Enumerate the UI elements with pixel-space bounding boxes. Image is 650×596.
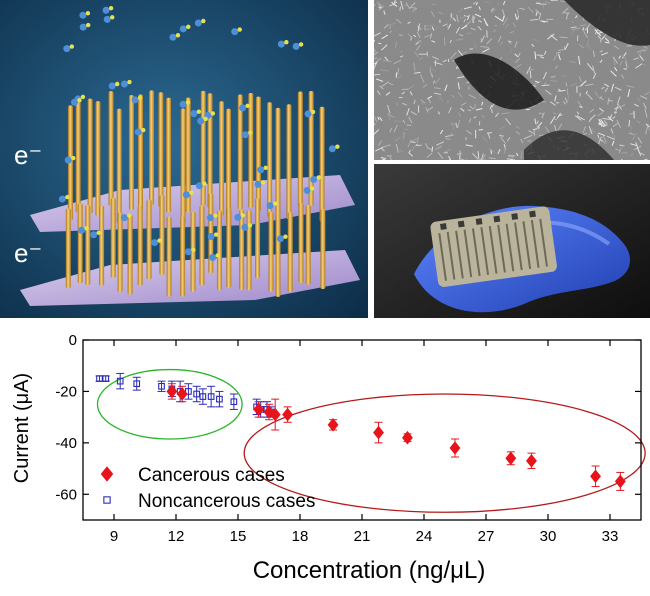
cancerous-point [283, 407, 293, 422]
cancerous-point [328, 419, 338, 431]
nanowire [117, 109, 122, 224]
nanowire [226, 109, 231, 224]
nanowire [85, 205, 90, 285]
nanowire [276, 217, 281, 297]
cancerous-point [527, 453, 537, 468]
nanowire-illustration: e⁻ e⁻ [0, 0, 368, 318]
noncancerous-point [215, 391, 223, 406]
nanowire [95, 101, 100, 216]
nanowire [299, 203, 304, 283]
sem-micrograph [374, 0, 650, 160]
nanowire [219, 101, 224, 216]
noncancerous-point [230, 394, 238, 409]
nanowire [88, 99, 93, 214]
nanowire [267, 102, 272, 217]
cancerous-point [591, 466, 601, 487]
current-vs-concentration-chart: 9 12 15 18 21 24 27 30 33 0 -20 -40 -60 Cancerous ca… [0, 320, 650, 591]
x-tick-label: 21 [354, 528, 371, 545]
x-axis-label: Concentration (ng/μL) [253, 557, 486, 584]
nanowire [275, 108, 280, 223]
nanowire [128, 215, 133, 295]
nanowire [256, 97, 261, 212]
x-tick-label: 24 [416, 528, 433, 545]
nanowire [238, 94, 243, 209]
device-photo [374, 164, 650, 318]
cluster-ellipse-1 [97, 370, 242, 439]
noncancerous-point [96, 376, 104, 382]
nanowire [217, 210, 222, 290]
noncancerous-point [158, 381, 166, 391]
x-tick-label: 18 [292, 528, 309, 545]
y-tick-label: -40 [55, 435, 77, 452]
nanowire [99, 206, 104, 286]
nanowire [298, 92, 303, 207]
legend-label: Cancerous cases [138, 465, 285, 486]
nanowire [208, 93, 213, 208]
nanowire [129, 95, 134, 210]
x-tick-label: 9 [110, 528, 118, 545]
legend-item-2: Noncancerous cases [104, 491, 316, 512]
noncancerous-point [116, 373, 124, 388]
x-tick-label: 30 [540, 528, 557, 545]
nanowire [247, 210, 252, 290]
nanowire [167, 216, 172, 296]
nanowire-illustration-svg: e⁻ e⁻ [0, 0, 368, 318]
nanowire [248, 93, 253, 208]
nanowire [180, 217, 185, 297]
nanowire [111, 198, 116, 278]
x-tick-label: 27 [478, 528, 495, 545]
y-tick-label: -20 [55, 383, 77, 400]
cancerous-point [270, 399, 280, 430]
nanowire [66, 208, 71, 288]
sem-micrograph-svg [374, 0, 650, 160]
nanowire [239, 210, 244, 290]
x-tick-label: 15 [230, 528, 247, 545]
nanowire [320, 107, 325, 222]
nanowire [306, 205, 311, 285]
noncancerous-point [133, 377, 141, 390]
electron-label-bottom: e⁻ [14, 238, 42, 268]
nanowire [320, 209, 325, 289]
noncancerous-point [102, 376, 110, 382]
legend-label: Noncancerous cases [138, 491, 315, 512]
nanowire [288, 212, 293, 292]
cancerous-point [374, 422, 384, 443]
nanowire [76, 98, 81, 213]
nanowire [201, 91, 206, 206]
cancerous-point [616, 472, 626, 490]
nanowire [138, 95, 143, 210]
noncancerous-point [207, 386, 215, 407]
cancerous-point [450, 439, 460, 457]
nanowire [226, 208, 231, 288]
nanowire [109, 91, 114, 206]
nanowire [138, 206, 143, 286]
nanowire [78, 203, 83, 283]
cancerous-point [403, 432, 413, 444]
y-axis-label: Current (μA) [11, 373, 33, 483]
nanowire [149, 90, 154, 205]
y-tick-label: 0 [69, 332, 77, 349]
nanowire [255, 198, 260, 278]
device-photo-svg [374, 164, 650, 318]
nanowire [118, 212, 123, 292]
nanowire [158, 92, 163, 207]
nanowire [147, 200, 152, 280]
nanowire [286, 104, 291, 219]
nanowire [181, 109, 186, 224]
x-tick-label: 12 [168, 528, 185, 545]
cancerous-point [506, 452, 516, 465]
nanowire [199, 206, 204, 286]
nanowire [166, 98, 171, 213]
legend-item-1: Cancerous cases [101, 465, 284, 486]
x-tick-label: 33 [602, 528, 619, 545]
electron-label-top: e⁻ [14, 140, 42, 170]
nanowire [159, 195, 164, 275]
y-tick-label: -60 [55, 486, 77, 503]
chart-svg: 9 12 15 18 21 24 27 30 33 0 -20 -40 -60 Cancerous ca… [0, 320, 650, 591]
nanowire [269, 212, 274, 292]
